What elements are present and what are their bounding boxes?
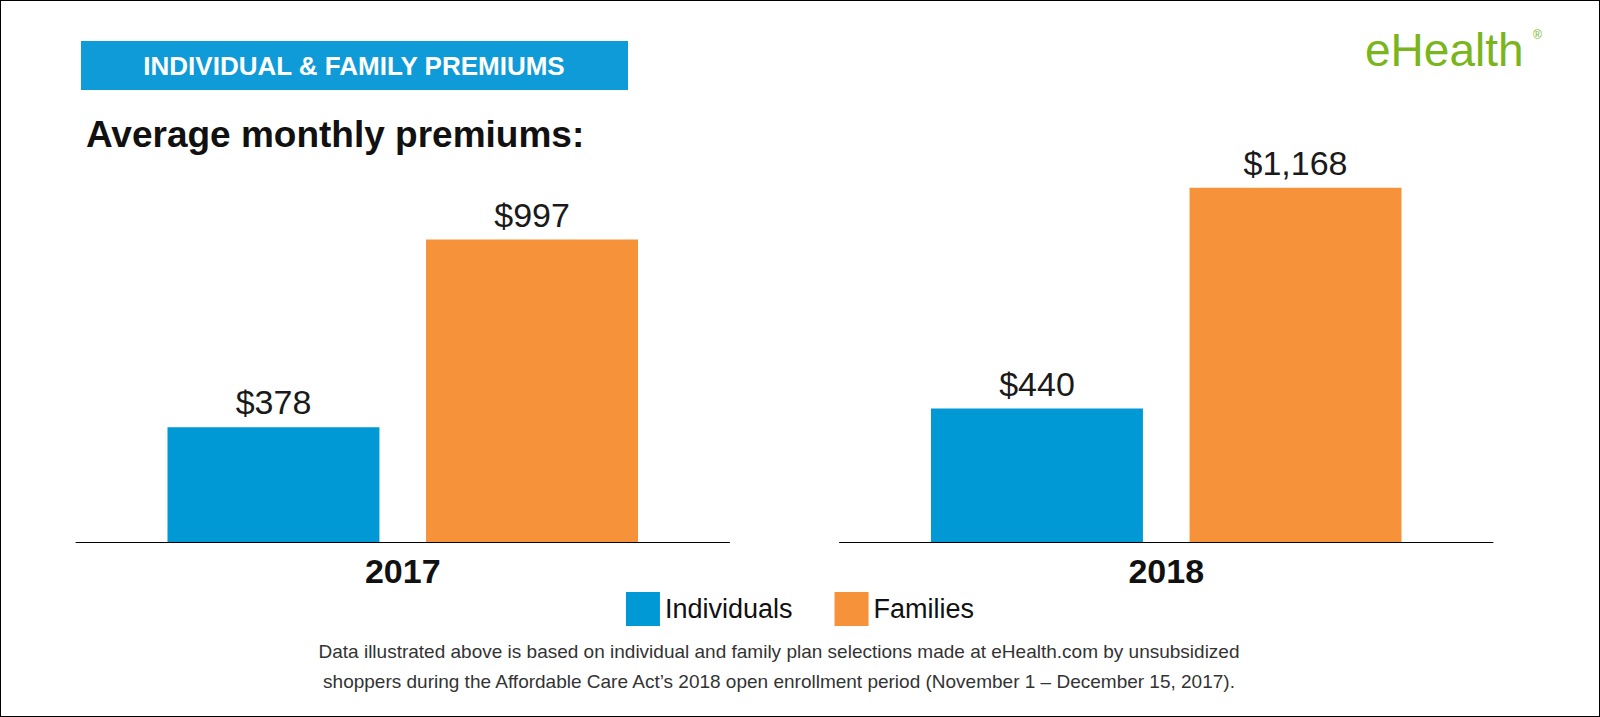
svg-text:INDIVIDUAL & FAMILY PREMIUMS: INDIVIDUAL & FAMILY PREMIUMS bbox=[143, 51, 564, 81]
svg-text:$997: $997 bbox=[494, 196, 570, 234]
svg-text:Data illustrated above is base: Data illustrated above is based on indiv… bbox=[319, 641, 1240, 662]
svg-text:2017: 2017 bbox=[365, 552, 441, 590]
svg-text:$1,168: $1,168 bbox=[1244, 144, 1348, 182]
svg-text:Average monthly premiums:: Average monthly premiums: bbox=[86, 114, 584, 155]
svg-text:shoppers during the Affordable: shoppers during the Affordable Care Act’… bbox=[323, 671, 1235, 692]
svg-text:$378: $378 bbox=[236, 383, 312, 421]
svg-text:2018: 2018 bbox=[1128, 552, 1204, 590]
svg-text:Families: Families bbox=[874, 594, 975, 624]
svg-text:Individuals: Individuals bbox=[665, 594, 793, 624]
svg-text:®: ® bbox=[1533, 28, 1542, 42]
svg-text:$440: $440 bbox=[999, 365, 1075, 403]
svg-text:eHealth: eHealth bbox=[1365, 24, 1524, 76]
